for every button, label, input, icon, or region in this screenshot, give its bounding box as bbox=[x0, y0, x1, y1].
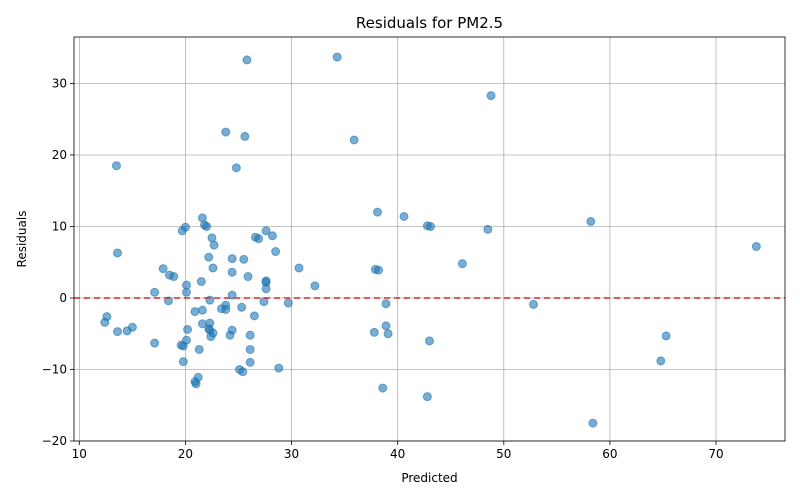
data-point bbox=[122, 326, 132, 336]
data-point bbox=[245, 330, 255, 340]
data-point bbox=[158, 264, 168, 274]
data-point bbox=[245, 357, 255, 367]
data-point bbox=[202, 221, 212, 231]
data-point bbox=[209, 240, 219, 250]
data-point bbox=[231, 163, 241, 173]
data-point bbox=[399, 211, 409, 221]
data-point bbox=[274, 363, 284, 373]
data-point bbox=[111, 161, 121, 171]
data-point bbox=[197, 305, 207, 315]
data-point bbox=[177, 226, 187, 236]
data-point bbox=[206, 332, 216, 342]
x-axis-ticks: 10 20 30 40 50 60 70 bbox=[72, 441, 724, 461]
data-point bbox=[183, 324, 193, 334]
data-points bbox=[100, 52, 761, 428]
data-point bbox=[191, 379, 201, 389]
data-point bbox=[245, 344, 255, 354]
data-point bbox=[204, 252, 214, 262]
x-tick-label: 10 bbox=[72, 447, 87, 461]
data-point bbox=[271, 247, 281, 257]
data-point bbox=[113, 327, 123, 337]
data-point bbox=[422, 392, 432, 402]
data-point bbox=[227, 290, 237, 300]
data-point bbox=[254, 234, 264, 244]
data-point bbox=[169, 272, 179, 282]
x-tick-label: 30 bbox=[284, 447, 299, 461]
data-point bbox=[221, 304, 231, 314]
data-point bbox=[383, 329, 393, 339]
data-point bbox=[586, 216, 596, 226]
data-point bbox=[483, 224, 493, 234]
x-tick-label: 70 bbox=[708, 447, 723, 461]
x-tick-label: 20 bbox=[178, 447, 193, 461]
data-point bbox=[374, 265, 384, 275]
data-point bbox=[310, 281, 320, 291]
data-point bbox=[381, 321, 391, 331]
data-point bbox=[113, 248, 123, 258]
y-tick-label: 30 bbox=[52, 76, 67, 90]
data-point bbox=[283, 298, 293, 308]
data-point bbox=[656, 356, 666, 366]
data-point bbox=[238, 367, 248, 377]
data-point bbox=[249, 311, 259, 321]
data-point bbox=[369, 327, 379, 337]
data-point bbox=[261, 226, 271, 236]
data-point bbox=[225, 330, 235, 340]
data-point bbox=[349, 135, 359, 145]
data-point bbox=[221, 127, 231, 137]
y-tick-label: 20 bbox=[52, 148, 67, 162]
y-tick-label: 10 bbox=[52, 219, 67, 233]
y-axis-ticks: −20 −10 0 10 20 30 bbox=[42, 76, 74, 448]
x-tick-label: 50 bbox=[496, 447, 511, 461]
data-point bbox=[178, 357, 188, 367]
x-tick-label: 60 bbox=[602, 447, 617, 461]
y-tick-label: 0 bbox=[59, 291, 67, 305]
data-point bbox=[751, 242, 761, 252]
x-axis-label: Predicted bbox=[401, 471, 457, 485]
data-point bbox=[239, 254, 249, 264]
data-point bbox=[381, 299, 391, 309]
data-point bbox=[100, 317, 110, 327]
data-point bbox=[661, 331, 671, 341]
data-point bbox=[294, 263, 304, 273]
data-point bbox=[261, 284, 271, 294]
chart-title: Residuals for PM2.5 bbox=[356, 14, 503, 32]
data-point bbox=[227, 254, 237, 264]
data-point bbox=[150, 287, 160, 297]
plot-frame bbox=[73, 36, 786, 442]
x-tick-label: 40 bbox=[390, 447, 405, 461]
y-axis-label: Residuals bbox=[15, 211, 29, 268]
data-point bbox=[194, 344, 204, 354]
data-point bbox=[378, 383, 388, 393]
data-point bbox=[457, 259, 467, 269]
data-point bbox=[243, 272, 253, 282]
data-point bbox=[208, 263, 218, 273]
y-tick-label: −20 bbox=[42, 434, 67, 448]
data-point bbox=[588, 418, 598, 428]
data-point bbox=[196, 277, 206, 287]
data-point bbox=[259, 297, 269, 307]
data-point bbox=[242, 55, 252, 65]
data-point bbox=[240, 131, 250, 141]
data-point bbox=[528, 299, 538, 309]
data-point bbox=[267, 231, 277, 241]
data-point bbox=[486, 91, 496, 101]
data-point bbox=[178, 341, 188, 351]
data-point bbox=[425, 336, 434, 346]
data-point bbox=[150, 338, 160, 348]
data-point bbox=[163, 296, 173, 306]
data-point bbox=[237, 302, 247, 312]
grid bbox=[74, 37, 785, 442]
y-tick-label: −10 bbox=[42, 362, 67, 376]
data-point bbox=[332, 52, 342, 62]
data-point bbox=[190, 307, 200, 317]
data-point bbox=[373, 207, 383, 217]
data-point bbox=[426, 221, 436, 231]
data-point bbox=[227, 267, 237, 277]
data-point bbox=[181, 287, 191, 297]
